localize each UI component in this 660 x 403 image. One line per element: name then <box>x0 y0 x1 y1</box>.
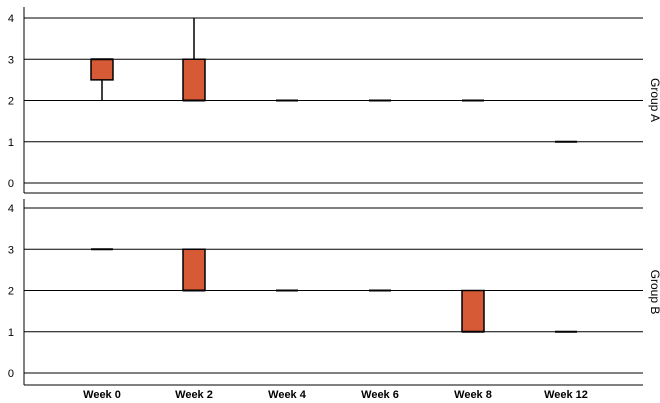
x-category-label: Week 8 <box>454 389 492 401</box>
x-category-label: Week 6 <box>361 389 399 401</box>
box-1-1 <box>90 58 114 81</box>
panel-1-y-tick-label: 1 <box>8 137 14 149</box>
panel-2-y-tick-label: 1 <box>8 327 14 339</box>
x-category-label: Week 12 <box>544 389 588 401</box>
box-1-2 <box>182 58 206 102</box>
panel-2-strip-label: Group B <box>648 270 660 315</box>
panel-2-y-tick-label: 3 <box>8 244 14 256</box>
panel-2-y-tick-label: 0 <box>8 368 14 380</box>
x-category-label: Week 0 <box>83 389 121 401</box>
panel-1-y-tick-label: 2 <box>8 96 14 108</box>
panel-2-y-tick-label: 4 <box>8 203 14 215</box>
panel-1-strip-label: Group A <box>648 78 660 122</box>
panel-2-y-tick-label: 2 <box>8 286 14 298</box>
panel-1-y-tick-label: 0 <box>8 178 14 190</box>
x-category-label: Week 2 <box>175 389 213 401</box>
x-category-label: Week 4 <box>268 389 307 401</box>
box-2-5 <box>461 289 485 333</box>
panel-1-y-tick-label: 4 <box>8 13 14 25</box>
panel-1-y-tick-label: 3 <box>8 54 14 66</box>
box-2-2 <box>182 248 206 292</box>
